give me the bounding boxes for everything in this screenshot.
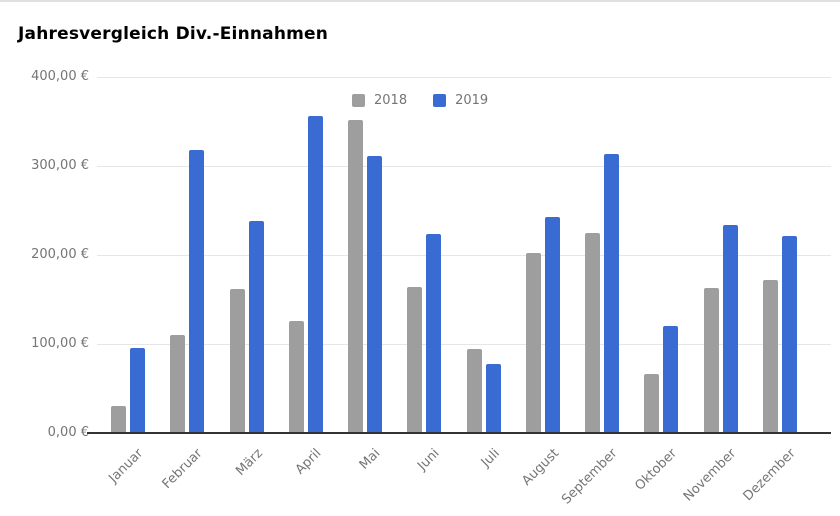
bar-2019-september[interactable] xyxy=(604,154,619,433)
x-axis-label-text: März xyxy=(232,446,266,479)
bar-2018-september[interactable] xyxy=(585,233,600,433)
bar-2019-august[interactable] xyxy=(545,217,560,433)
legend-item-2018: 2018 xyxy=(352,93,407,108)
bar-2019-m-rz[interactable] xyxy=(249,221,264,433)
x-axis-label-text: April xyxy=(292,446,325,478)
bar-2019-juli[interactable] xyxy=(486,364,501,433)
y-axis-tick-label: 300,00 € xyxy=(31,158,89,173)
bar-2018-april[interactable] xyxy=(289,321,304,433)
legend-label: 2018 xyxy=(374,93,408,108)
x-axis-label-text: Mai xyxy=(356,446,384,473)
x-axis-label-text: Dezember xyxy=(740,446,799,505)
y-axis-tick-label: 0,00 € xyxy=(47,425,89,440)
bar-2018-juni[interactable] xyxy=(407,287,422,433)
bar-2018-juli[interactable] xyxy=(467,349,482,433)
gridline-300 xyxy=(97,166,831,167)
bar-2018-februar[interactable] xyxy=(170,335,185,433)
x-axis-label-text: Februar xyxy=(159,446,206,492)
bar-2018-m-rz[interactable] xyxy=(230,289,245,433)
bar-2019-april[interactable] xyxy=(308,116,323,433)
bar-2019-juni[interactable] xyxy=(426,234,441,433)
bar-2019-februar[interactable] xyxy=(189,150,204,433)
x-axis-label-text: November xyxy=(681,446,740,505)
bar-2018-august[interactable] xyxy=(526,253,541,433)
x-axis-label-text: Juni xyxy=(415,446,443,474)
x-axis-label-text: Januar xyxy=(106,446,147,487)
bar-2018-januar[interactable] xyxy=(111,406,126,433)
legend-item-2019: 2019 xyxy=(433,93,488,108)
gridline-100 xyxy=(97,344,831,345)
chart-title: Jahresvergleich Div.-Einnahmen xyxy=(18,24,329,44)
chart-legend: 2018 2019 xyxy=(352,93,488,108)
legend-swatch-icon xyxy=(352,94,365,107)
y-axis-tick-label: 400,00 € xyxy=(31,69,89,84)
bar-2018-dezember[interactable] xyxy=(763,280,778,433)
gridline-400 xyxy=(97,77,831,78)
bar-2019-mai[interactable] xyxy=(367,156,382,433)
bar-2018-mai[interactable] xyxy=(348,120,363,433)
legend-label: 2019 xyxy=(455,93,489,108)
bar-2019-januar[interactable] xyxy=(130,348,145,433)
x-axis-label-text: Juli xyxy=(478,446,503,471)
x-axis-label-text: Oktober xyxy=(631,446,680,494)
x-axis-line xyxy=(87,432,831,434)
bar-2019-dezember[interactable] xyxy=(782,236,797,433)
y-axis-tick-label: 100,00 € xyxy=(31,336,89,351)
x-axis-label-text: September xyxy=(559,446,621,508)
y-axis-tick-label: 200,00 € xyxy=(31,247,89,262)
bar-2018-oktober[interactable] xyxy=(644,374,659,433)
x-axis-label-text: August xyxy=(518,446,562,489)
bar-2019-oktober[interactable] xyxy=(663,326,678,433)
legend-swatch-icon xyxy=(433,94,447,107)
bar-2019-november[interactable] xyxy=(723,225,738,433)
bar-2018-november[interactable] xyxy=(704,288,719,433)
gridline-200 xyxy=(97,255,831,256)
